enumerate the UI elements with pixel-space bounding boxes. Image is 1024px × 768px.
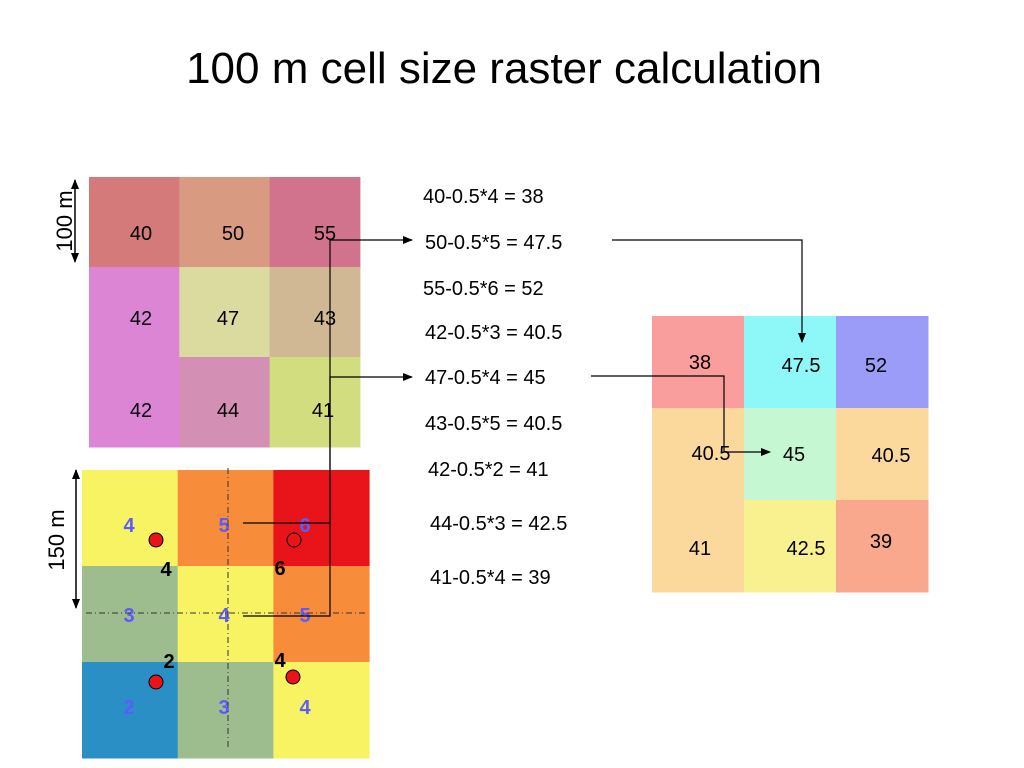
- input-cell-value: 55: [314, 223, 336, 245]
- input-cell: [269, 267, 361, 358]
- equation-line: 43-0.5*5 = 40.5: [425, 413, 562, 435]
- input-cell: [89, 177, 180, 268]
- output-cell: [744, 408, 837, 501]
- input-cell: [179, 177, 271, 268]
- dimension-100m: 100 m: [52, 179, 79, 263]
- dimension-150m-label: 150 m: [44, 509, 69, 570]
- equation-list: 40-0.5*4 = 38 50-0.5*5 = 47.5 55-0.5*6 = 5…: [423, 186, 567, 589]
- equation-line: 42-0.5*2 = 41: [428, 459, 549, 481]
- weight-cell-value: 4: [218, 605, 230, 627]
- sample-point-label: 6: [274, 558, 285, 580]
- output-cell-value: 38: [689, 352, 711, 374]
- weight-raster-grid: 4 5 63 4 52 3 4: [82, 470, 370, 759]
- output-cell-value: 40.5: [692, 443, 731, 465]
- sample-point-marker: [285, 669, 301, 685]
- input-cell: [179, 267, 271, 358]
- input-cell: [269, 177, 361, 268]
- input-cell-value: 42: [130, 400, 152, 422]
- weight-cell-value: 2: [123, 697, 134, 719]
- output-cell-value: 41: [689, 538, 711, 560]
- sample-point-label: 4: [274, 650, 286, 672]
- weight-cell-value: 5: [218, 515, 229, 537]
- input-cell-value: 44: [217, 400, 239, 422]
- input-cell: [89, 267, 180, 358]
- output-cell-value: 40.5: [872, 445, 911, 467]
- connector-arrow-2: [243, 373, 413, 617]
- connectors: [243, 236, 806, 617]
- weight-cell: [177, 470, 274, 567]
- weight-cell: [273, 566, 370, 663]
- input-cell-value: 41: [312, 400, 334, 422]
- output-cell: [836, 408, 929, 501]
- input-cell-value: 50: [222, 223, 244, 245]
- dimension-150m: 150 m: [44, 469, 80, 609]
- input-cell-value: 42: [130, 308, 152, 330]
- output-cell: [652, 408, 745, 501]
- connector-arrow-4: [591, 375, 771, 456]
- output-cell: [744, 500, 837, 593]
- sample-point-marker: [148, 674, 164, 690]
- input-cell-value: 47: [217, 308, 239, 330]
- equation-line: 47-0.5*4 = 45: [425, 367, 546, 389]
- weight-cell: [177, 662, 274, 759]
- input-cell-value: 40: [130, 223, 152, 245]
- weight-grid-centerlines: [86, 468, 365, 748]
- sample-points: 4 6 2 4: [148, 532, 302, 690]
- output-cell-value: 42.5: [787, 538, 826, 560]
- weight-cell-value: 4: [299, 697, 311, 719]
- output-cell-value: 47.5: [782, 355, 821, 377]
- input-raster-grid: 40 50 55 42 47 43 42 44 41: [89, 177, 361, 448]
- output-cell: [836, 316, 929, 409]
- sample-point-marker: [286, 532, 302, 548]
- equation-line: 55-0.5*6 = 52: [423, 278, 544, 300]
- output-cell: [652, 500, 745, 593]
- output-cell: [652, 316, 745, 409]
- equation-line: 50-0.5*5 = 47.5: [425, 232, 562, 254]
- output-cell-value: 52: [865, 355, 887, 377]
- output-cell: [836, 500, 929, 593]
- output-raster-grid: 38 47.5 52 40.5 45 40.5 41 42.5 39: [652, 316, 929, 593]
- equation-line: 42-0.5*3 = 40.5: [425, 322, 562, 344]
- dimension-100m-label: 100 m: [52, 190, 77, 251]
- input-cell: [179, 357, 271, 448]
- input-cell-value: 43: [314, 308, 336, 330]
- weight-cell: [177, 566, 274, 663]
- weight-cell-value: 6: [299, 515, 310, 537]
- connector-arrow-3: [612, 239, 806, 343]
- weight-cell-value: 3: [123, 605, 134, 627]
- weight-cell: [273, 470, 370, 567]
- output-cell-value: 39: [870, 531, 892, 553]
- output-cell-value: 45: [783, 444, 805, 466]
- sample-point-label: 4: [160, 559, 172, 581]
- equation-line: 40-0.5*4 = 38: [423, 186, 544, 208]
- input-cell: [269, 357, 361, 448]
- slide-title: 100 m cell size raster calculation: [186, 44, 822, 93]
- equation-line: 41-0.5*4 = 39: [430, 567, 551, 589]
- equation-line: 44-0.5*3 = 42.5: [430, 513, 567, 535]
- sample-point-marker: [148, 532, 164, 548]
- output-cell: [744, 316, 837, 409]
- weight-cell: [82, 470, 179, 567]
- weight-cell-value: 4: [123, 515, 135, 537]
- sample-point-label: 2: [163, 651, 174, 673]
- weight-cell: [82, 566, 179, 663]
- weight-cell-value: 3: [218, 697, 229, 719]
- input-cell: [89, 357, 180, 448]
